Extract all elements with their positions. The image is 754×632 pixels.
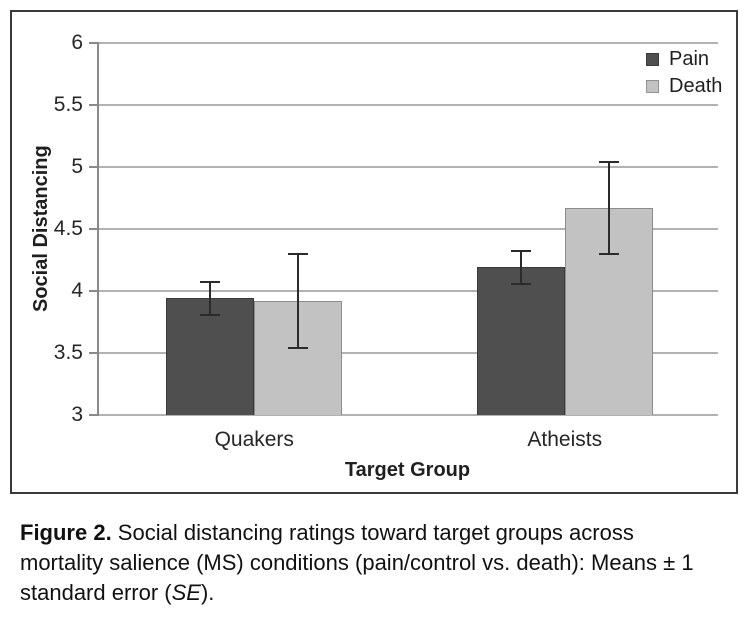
gridline <box>99 228 718 230</box>
error-bar-cap <box>598 252 619 255</box>
y-tick-mark <box>89 166 99 168</box>
chart-container: Social Distancing Pain Death 6 5.5 5 4.5 4 3.5… <box>10 10 738 494</box>
caption-text: mortality salience (MS) conditions (pain… <box>20 550 694 575</box>
y-tick-label: 6 <box>71 31 83 54</box>
caption-text: Social distancing ratings toward target … <box>111 520 634 545</box>
error-bar <box>297 253 300 349</box>
plot-area: Pain Death 6 5.5 5 4.5 4 3.5 3 Quakers Atheists <box>54 31 723 451</box>
error-bar-cap <box>288 252 309 255</box>
y-tick-label: 5 <box>71 155 83 178</box>
legend-color-swatch-pain <box>646 53 659 66</box>
legend-label-pain: Pain <box>669 48 710 70</box>
y-tick-label: 3.5 <box>53 341 83 364</box>
figure-caption: Figure 2. Social distancing ratings towa… <box>20 518 746 608</box>
legend: Pain Death <box>646 46 722 100</box>
caption-text: Figure 2. <box>20 520 112 545</box>
error-bar-cap <box>510 250 531 253</box>
y-tick-mark <box>89 290 99 292</box>
legend-item-pain: Pain <box>646 46 722 73</box>
caption-line: Figure 2. Social distancing ratings towa… <box>20 518 746 548</box>
category-label-atheists: Atheists <box>527 428 603 451</box>
y-tick-label: 4.5 <box>53 217 83 240</box>
gridline <box>99 290 718 292</box>
y-tick-mark <box>89 414 99 416</box>
y-tick-mark <box>89 42 99 44</box>
y-axis-title: Social Distancing <box>30 145 52 313</box>
legend-color-swatch-death <box>646 80 659 93</box>
error-bar-cap <box>510 282 531 285</box>
caption-text: standard error ( <box>20 580 172 605</box>
y-tick-label: 5.5 <box>53 93 83 116</box>
gridline <box>99 414 718 416</box>
legend-label-death: Death <box>669 75 723 97</box>
y-tick-label: 4 <box>71 279 83 302</box>
error-bar <box>209 282 212 315</box>
gridline <box>99 42 718 44</box>
error-bar-cap <box>200 281 221 284</box>
bar-pain-quakers <box>166 298 255 415</box>
error-bar <box>519 251 522 284</box>
y-tick-label: 3 <box>71 403 83 426</box>
bar-pain-atheists <box>476 267 565 415</box>
gridline <box>99 166 718 168</box>
error-bar-cap <box>288 347 309 350</box>
caption-line: standard error (SE). <box>20 578 746 608</box>
y-tick-mark <box>89 228 99 230</box>
x-axis-title: Target Group <box>344 459 471 481</box>
error-bar-cap <box>200 313 221 316</box>
caption-text: ). <box>200 580 215 605</box>
legend-item-death: Death <box>646 73 722 100</box>
caption-text: SE <box>171 580 201 605</box>
y-tick-mark <box>89 104 99 106</box>
gridline <box>99 104 718 106</box>
gridline <box>99 352 718 354</box>
y-tick-mark <box>89 352 99 354</box>
error-bar <box>607 162 610 254</box>
error-bar-cap <box>598 161 619 164</box>
caption-line: mortality salience (MS) conditions (pain… <box>20 548 746 578</box>
category-label-quakers: Quakers <box>214 428 294 451</box>
